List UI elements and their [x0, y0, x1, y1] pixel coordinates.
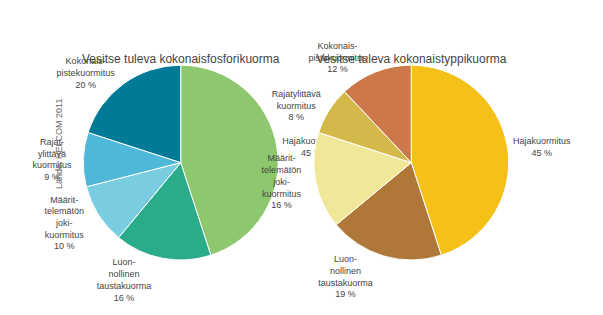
svg-text:Kokonais-pistekuormitus12 %: Kokonais-pistekuormitus12 %: [309, 41, 368, 74]
svg-text:Luon-nollinentaustakuorma16 %: Luon-nollinentaustakuorma16 %: [97, 257, 152, 302]
svg-text:Lähde: HELCOM 2011: Lähde: HELCOM 2011: [54, 99, 64, 189]
svg-text:Määrit-telemätönjoki-kuormitus: Määrit-telemätönjoki-kuormitus10 %: [45, 195, 85, 252]
svg-text:Luon-nollinentaustakuorma19 %: Luon-nollinentaustakuorma19 %: [318, 254, 373, 299]
html-text:45 %: 45 %: [300, 147, 322, 158]
svg-text:Kokonais-pistekuormitus20 %: Kokonais-pistekuormitus20 %: [57, 56, 116, 89]
svg-text:Rajat-ylittäväkuormitus9 %: Rajat-ylittäväkuormitus9 %: [33, 137, 73, 182]
svg-text:Hajakuormitus45 %: Hajakuormitus45 %: [513, 136, 571, 158]
svg-text:Rajatylittäväkuormitus8 %: Rajatylittäväkuormitus8 %: [272, 89, 321, 122]
html-text:Hajakuormitus: Hajakuormitus: [282, 136, 340, 147]
svg-text:Vesitse tuleva kokonaisfosfori: Vesitse tuleva kokonaisfosforikuorma: [82, 52, 280, 66]
svg-text:Määrit-telemätönjoki-kuormitus: Määrit-telemätönjoki-kuormitus16 %: [262, 153, 302, 210]
svg-text:Vesitse tuleva kokonaistyppiku: Vesitse tuleva kokonaistyppikuorma: [316, 52, 506, 66]
